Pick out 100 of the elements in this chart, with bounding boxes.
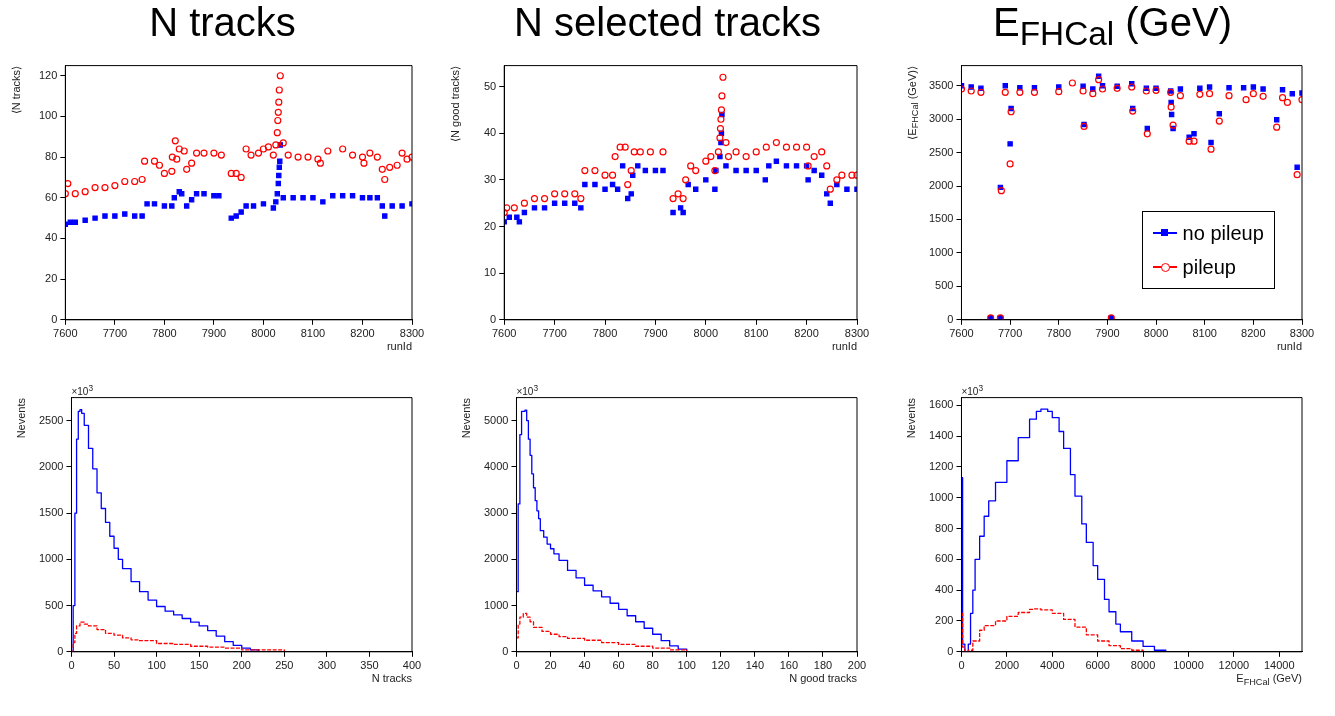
text: ×10$^{3}$ [71, 382, 94, 397]
y-axis-title: Nevents [15, 397, 28, 438]
point [1259, 92, 1267, 100]
point [211, 193, 217, 199]
point [782, 143, 791, 151]
point [161, 203, 168, 209]
y-tick-label: 1400 [928, 429, 954, 442]
point [693, 186, 699, 192]
point [1030, 88, 1039, 96]
point [718, 92, 726, 100]
point [977, 88, 985, 96]
point [1079, 87, 1087, 95]
point [572, 200, 578, 206]
point [280, 195, 286, 201]
point [703, 177, 709, 183]
x-tick-label: 60 [612, 659, 625, 672]
x-axis-title: runId [831, 339, 857, 352]
point [339, 193, 346, 199]
y-tick-label: 60 [45, 190, 58, 203]
point [819, 172, 825, 178]
point [716, 134, 724, 142]
x-tick-label: 0 [513, 659, 520, 672]
point [719, 73, 727, 81]
point [1007, 108, 1015, 116]
point [733, 167, 739, 174]
x-tick-label: 20 [544, 659, 557, 672]
point [510, 204, 518, 212]
point [577, 194, 585, 203]
x-tick-label: 7900 [1095, 327, 1120, 340]
y-tick-label: 1600 [928, 398, 954, 411]
point [724, 152, 733, 161]
point [838, 171, 846, 179]
x-tick-label: 8100 [1192, 327, 1217, 340]
x-tick-label: 8200 [350, 327, 375, 340]
point [561, 200, 568, 206]
x-tick-label: 350 [360, 659, 379, 672]
point [1190, 137, 1198, 145]
x-tick-label: 8000 [693, 327, 719, 340]
y-tick-label: 2000 [38, 459, 64, 472]
point [1128, 83, 1136, 91]
point [1177, 86, 1184, 92]
point [359, 195, 366, 201]
y-tick-label: 3500 [928, 78, 954, 91]
point [238, 209, 244, 215]
point [660, 167, 666, 174]
point [382, 213, 388, 219]
point [516, 219, 523, 225]
point [624, 180, 632, 189]
y-tick-label: 2500 [38, 413, 64, 426]
x-tick-label: 8100 [743, 327, 769, 340]
point [628, 191, 634, 197]
point [188, 197, 195, 203]
point [677, 205, 684, 211]
point [1205, 90, 1214, 98]
point [1289, 90, 1295, 97]
point [783, 163, 790, 169]
point [330, 193, 336, 199]
point [714, 148, 723, 156]
x-axis-title: runId [1276, 339, 1302, 352]
point [659, 148, 667, 156]
point [243, 203, 249, 209]
x-tick-label: 2000 [994, 659, 1020, 672]
point [824, 191, 830, 197]
point [773, 158, 780, 164]
y-tick-label: 1000 [928, 490, 954, 503]
point [551, 190, 559, 198]
x-tick-label: 7600 [491, 327, 517, 340]
y-tick-label: 1200 [928, 459, 954, 472]
x-tick-label: 7600 [53, 327, 78, 340]
point [1185, 137, 1193, 145]
point [520, 199, 528, 207]
point [717, 115, 725, 123]
point [1206, 84, 1213, 90]
x-tick-label: 8200 [1241, 327, 1266, 340]
x-tick-label: 0 [68, 659, 75, 672]
point [687, 162, 695, 170]
point [1176, 92, 1184, 100]
point [692, 166, 700, 175]
x-tick-label: 8200 [794, 327, 819, 340]
point [611, 152, 619, 161]
point [320, 199, 326, 205]
x-tick-label: 8300 [1289, 327, 1315, 340]
point [531, 205, 538, 211]
point [1068, 79, 1076, 87]
point [743, 167, 749, 174]
point [581, 166, 589, 175]
y-tick-label: 40 [45, 231, 58, 244]
point [826, 185, 834, 193]
y-tick-label: 200 [935, 614, 954, 627]
x-tick-label: 7700 [542, 327, 567, 340]
x-tick-label: 8300 [399, 327, 425, 340]
point [766, 163, 772, 169]
x-tick-label: 8300 [844, 327, 870, 340]
y-axis-title: Nevents [460, 397, 473, 438]
point [591, 166, 599, 175]
point [1006, 160, 1014, 168]
chart-title: E$_{FHCal}$ (GeV) [992, 0, 1233, 53]
point [273, 199, 279, 205]
x-tick-label: 50 [107, 659, 121, 672]
point [670, 209, 676, 216]
